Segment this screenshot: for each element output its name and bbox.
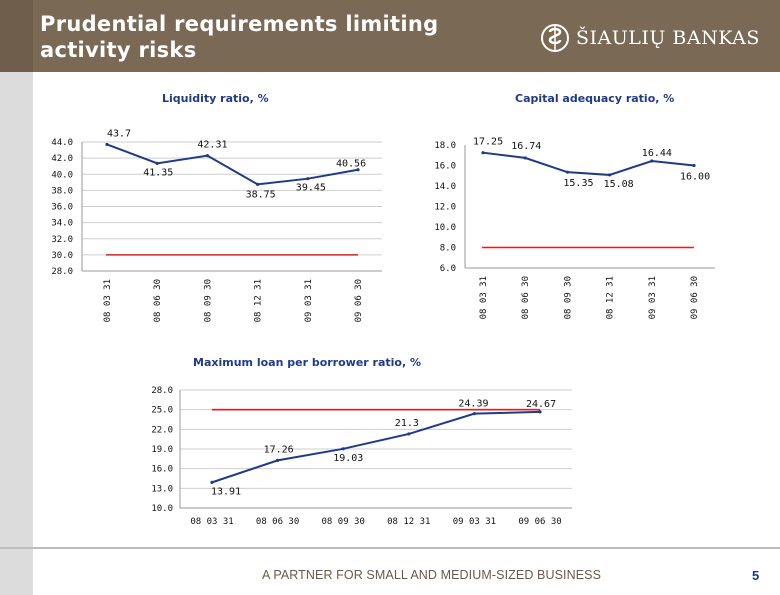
capital-chart-group: 18.0 16.0 14.0 12.0 10.0 8.0 6.0 08 03 31 08 06 …	[434, 137, 715, 319]
max-loan-x-tick-label: 08 12 31	[387, 517, 430, 527]
capital-data-point	[565, 170, 570, 174]
capital-series-line	[482, 151, 695, 176]
max-loan-series-line	[211, 410, 541, 484]
max-loan-x-tick-label: 08 09 30	[322, 517, 365, 527]
liquidity-x-tick-label: 08 12 31	[254, 279, 264, 322]
liquidity-x-tick-label: 08 03 31	[103, 279, 113, 322]
capital-data-point	[650, 159, 654, 163]
capital-y-tick-label: 14.0	[434, 182, 456, 192]
max-loan-data-label: 17.26	[264, 444, 294, 455]
liquidity-x-tick-label: 08 09 30	[203, 279, 213, 322]
capital-data-label: 15.08	[604, 179, 634, 190]
max-loan-x-tick-label: 09 06 30	[518, 517, 561, 527]
capital-x-tick-label: 09 03 31	[648, 276, 658, 319]
capital-y-tick-label: 8.0	[440, 244, 456, 254]
liquidity-x-tick-label: 09 03 31	[304, 279, 314, 322]
liquidity-data-point	[306, 177, 310, 181]
liquidity-chart-title: Liquidity ratio, %	[162, 92, 269, 105]
liquidity-y-tick-label: 30.0	[51, 251, 73, 261]
liquidity-data-label: 38.75	[246, 189, 276, 200]
liquidity-data-point	[155, 161, 159, 165]
capital-chart-title: Capital adequacy ratio, %	[515, 92, 675, 105]
liquidity-chart-group: 44.0 42.0 40.0 38.0 36.0 34.0 32.0 30.0 28.0 08 0…	[51, 128, 382, 322]
liquidity-y-tick-label: 42.0	[51, 154, 73, 164]
capital-y-tick-label: 12.0	[434, 203, 456, 213]
liquidity-x-tick-label: 09 06 30	[354, 279, 364, 322]
max-loan-x-tick-label: 08 06 30	[256, 517, 299, 527]
max-loan-x-tick-label: 08 03 31	[190, 517, 233, 527]
liquidity-data-label: 43.7	[107, 128, 131, 139]
capital-data-label: 17.25	[473, 137, 503, 148]
max-loan-y-tick-label: 16.0	[151, 465, 173, 475]
liquidity-data-label: 40.56	[336, 159, 366, 170]
capital-y-tick-label: 6.0	[440, 264, 456, 274]
max-loan-data-label: 21.3	[395, 418, 419, 429]
footer-tagline: A PARTNER FOR SMALL AND MEDIUM-SIZED BUS…	[262, 568, 602, 582]
capital-data-point	[523, 156, 527, 160]
max-loan-y-tick-label: 28.0	[151, 386, 173, 396]
max-loan-data-label: 19.03	[333, 453, 363, 464]
capital-x-tick-label: 08 12 31	[606, 276, 616, 319]
bank-logo-text: ŠIAULIŲ BANKAS	[576, 27, 760, 49]
slide-header: Prudential requirements limiting activit…	[0, 0, 780, 72]
max-loan-y-tick-label: 22.0	[151, 425, 173, 435]
liquidity-data-point	[356, 168, 360, 172]
max-loan-chart-title: Maximum loan per borrower ratio, %	[193, 356, 421, 369]
liquidity-y-tick-label: 40.0	[51, 170, 73, 180]
max-loan-y-tick-label: 25.0	[151, 406, 173, 416]
max-loan-y-tick-label: 13.0	[151, 484, 173, 494]
bank-logo: ŠIAULIŲ BANKAS	[540, 18, 760, 58]
max-loan-chart-group: 28.0 25.0 22.0 19.0 16.0 13.0 10.0 08 03 31 08 0…	[151, 386, 572, 527]
left-decorative-strip	[0, 0, 33, 595]
liquidity-y-tick-label: 32.0	[51, 235, 73, 245]
max-loan-data-label: 13.91	[211, 486, 241, 497]
header-accent	[0, 0, 33, 72]
capital-x-tick-label: 08 06 30	[521, 276, 531, 319]
capital-data-label: 16.44	[642, 148, 672, 159]
liquidity-y-tick-label: 36.0	[51, 203, 73, 213]
capital-data-label: 15.35	[563, 178, 593, 189]
liquidity-series-line	[106, 143, 359, 186]
capital-x-tick-label: 09 06 30	[690, 276, 700, 319]
liquidity-data-point	[256, 182, 260, 186]
capital-data-point	[692, 163, 696, 168]
slide-title: Prudential requirements limiting activit…	[40, 11, 510, 63]
max-loan-data-label: 24.39	[458, 399, 488, 410]
capital-y-tick-label: 10.0	[434, 223, 456, 233]
capital-y-tick-label: 16.0	[434, 162, 456, 172]
max-loan-data-label: 24.67	[526, 399, 556, 410]
capital-x-tick-label: 08 09 30	[563, 276, 573, 319]
max-loan-data-point	[538, 410, 542, 414]
slide-title-line-1: Prudential requirements limiting	[40, 12, 439, 36]
liquidity-data-label: 39.45	[296, 183, 326, 194]
liquidity-y-tick-label: 34.0	[51, 219, 73, 229]
capital-data-point	[481, 151, 485, 155]
max-loan-y-tick-label: 10.0	[151, 504, 173, 514]
max-loan-x-tick-label: 09 03 31	[453, 517, 496, 527]
footer-divider	[0, 547, 780, 549]
liquidity-data-label: 42.31	[197, 140, 227, 151]
max-loan-data-point	[210, 480, 214, 484]
capital-data-label: 16.74	[511, 141, 541, 152]
bank-logo-icon	[541, 24, 569, 52]
capital-data-label: 16.00	[680, 172, 710, 183]
max-loan-data-point	[341, 447, 345, 451]
max-loan-y-tick-label: 19.0	[151, 445, 173, 455]
liquidity-y-tick-label: 28.0	[51, 267, 73, 277]
liquidity-x-tick-label: 08 06 30	[153, 279, 163, 322]
slide-title-line-2: activity risks	[40, 38, 197, 62]
capital-y-tick-label: 18.0	[434, 141, 456, 151]
capital-x-tick-label: 08 03 31	[479, 276, 489, 319]
liquidity-y-tick-label: 44.0	[51, 138, 73, 148]
liquidity-data-point	[205, 154, 209, 158]
max-loan-data-point	[472, 412, 476, 416]
liquidity-y-tick-label: 38.0	[51, 186, 73, 196]
liquidity-data-label: 41.35	[143, 167, 173, 178]
capital-data-point	[608, 173, 612, 177]
page-number: 5	[752, 568, 760, 583]
liquidity-data-point	[105, 142, 109, 147]
max-loan-data-point	[276, 458, 280, 463]
max-loan-data-point	[407, 432, 411, 436]
